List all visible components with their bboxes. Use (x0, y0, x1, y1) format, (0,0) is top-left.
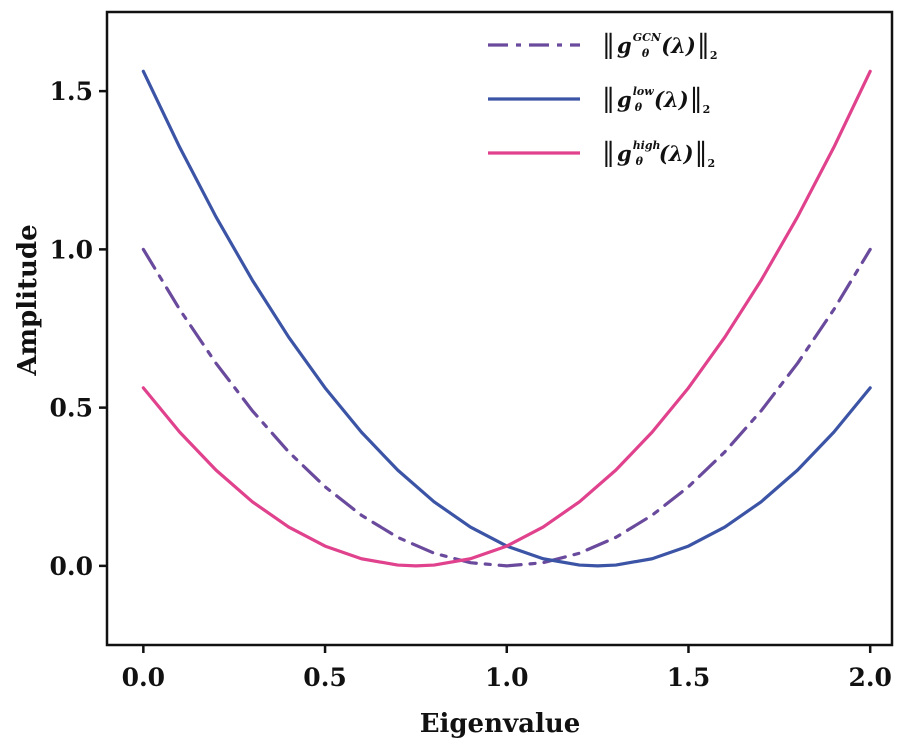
x-tick-label: 1.0 (485, 663, 529, 692)
legend-label-low: ‖glow θ (λ)‖2 (602, 84, 710, 116)
legend-label-high: ‖ghigh θ (λ)‖2 (602, 138, 715, 170)
legend-label-gcn: ‖gGCN θ (λ)‖2 (602, 30, 718, 62)
series-line-low (141, 69, 872, 568)
x-tick-label: 0.0 (122, 663, 166, 692)
y-tick-label: 0.5 (50, 394, 94, 423)
ticks-layer: 0.0 0.5 1.0 1.5 2.0 0.0 0.5 1.0 1.5 (50, 77, 892, 692)
series-layer (141, 69, 872, 568)
y-tick-label: 1.0 (50, 235, 94, 264)
y-tick-label: 1.5 (50, 77, 94, 106)
x-tick-label: 1.5 (667, 663, 711, 692)
series-line-gcn (141, 247, 872, 568)
x-tick-label: 0.5 (303, 663, 347, 692)
plot-frame (105, 10, 894, 647)
legend: ‖gGCN θ (λ)‖2 ‖glow θ (λ)‖2 ‖ghigh θ (λ)‖2 (488, 30, 718, 170)
y-tick-label: 0.0 (50, 552, 94, 581)
y-axis-label: Amplitude (13, 224, 43, 376)
x-tick-label: 2.0 (848, 663, 892, 692)
series-line-high (141, 69, 872, 568)
x-axis-label: Eigenvalue (420, 709, 581, 739)
